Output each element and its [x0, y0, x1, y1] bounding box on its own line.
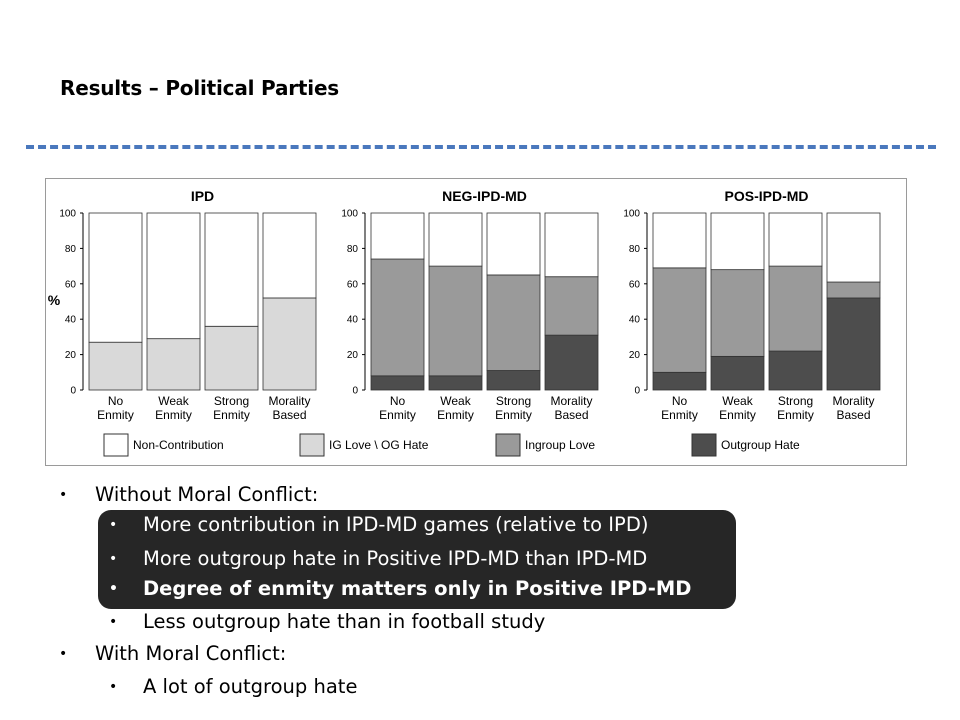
- x-tick-label: Enmity: [97, 408, 134, 422]
- x-tick-label: Strong: [496, 394, 531, 408]
- panel-title: IPD: [191, 188, 214, 204]
- bar-segment: [428, 375, 483, 391]
- x-tick-label: Morality: [832, 394, 874, 408]
- bar-segment: [370, 258, 425, 377]
- bar-segment: [428, 265, 483, 377]
- x-tick-label: Weak: [722, 394, 753, 408]
- x-tick-label: Strong: [214, 394, 249, 408]
- x-tick-label: Enmity: [719, 408, 756, 422]
- bar-segment: [768, 350, 823, 391]
- panel-title: NEG-IPD-MD: [442, 188, 527, 204]
- x-tick-label: Strong: [778, 394, 813, 408]
- y-tick-label: 40: [629, 315, 641, 326]
- x-tick-label: No: [672, 394, 688, 408]
- y-tick-label: 20: [65, 350, 77, 361]
- bar-segment: [826, 297, 881, 391]
- bar-segment: [370, 212, 425, 260]
- y-tick-label: 40: [65, 315, 77, 326]
- x-tick-label: Morality: [550, 394, 592, 408]
- x-tick-label: No: [108, 394, 124, 408]
- bar-segment: [544, 212, 599, 278]
- bar-segment: [768, 265, 823, 352]
- y-tick-label: 100: [341, 209, 358, 220]
- y-tick-label: 0: [70, 386, 76, 397]
- bar-segment: [544, 276, 599, 336]
- x-tick-label: Enmity: [495, 408, 532, 422]
- y-tick-label: 100: [623, 209, 640, 220]
- legend-swatch: [495, 433, 521, 457]
- legend-label: Non-Contribution: [133, 438, 224, 452]
- legend-swatch: [299, 433, 325, 457]
- dashed-divider: [26, 145, 936, 149]
- bar-segment: [652, 212, 707, 269]
- y-tick-label: 60: [347, 279, 359, 290]
- x-tick-label: Enmity: [213, 408, 250, 422]
- y-tick-label: 60: [65, 279, 77, 290]
- bar-segment: [486, 274, 541, 371]
- y-tick-label: 40: [347, 315, 359, 326]
- x-tick-label: Enmity: [661, 408, 698, 422]
- x-tick-label: Based: [272, 408, 306, 422]
- bar-segment: [370, 375, 425, 391]
- bar-segment: [204, 212, 259, 327]
- x-tick-label: Weak: [440, 394, 471, 408]
- bar-segment: [204, 325, 259, 391]
- bar-segment: [88, 341, 143, 391]
- bar-segment: [262, 297, 317, 391]
- bar-segment: [544, 334, 599, 391]
- bar-segment: [486, 212, 541, 276]
- x-tick-label: Based: [836, 408, 870, 422]
- bar-segment: [710, 212, 765, 271]
- bar-segment: [146, 338, 201, 391]
- bar-segment: [652, 267, 707, 373]
- bar-segment: [486, 370, 541, 391]
- y-axis-label: %: [48, 292, 61, 308]
- bar-segment: [428, 212, 483, 267]
- legend-swatch: [103, 433, 129, 457]
- legend-label: IG Love \ OG Hate: [329, 438, 429, 452]
- x-tick-label: Morality: [268, 394, 310, 408]
- bar-segment: [88, 212, 143, 343]
- y-tick-label: 80: [347, 244, 359, 255]
- y-tick-label: 80: [65, 244, 77, 255]
- bar-segment: [826, 212, 881, 283]
- x-tick-label: Enmity: [379, 408, 416, 422]
- slide-title: Results – Political Parties: [60, 76, 340, 100]
- y-tick-label: 60: [629, 279, 641, 290]
- y-tick-label: 0: [634, 386, 640, 397]
- x-tick-label: No: [390, 394, 406, 408]
- x-tick-label: Weak: [158, 394, 189, 408]
- bar-segment: [710, 355, 765, 391]
- bar-segment: [710, 269, 765, 357]
- panel-title: POS-IPD-MD: [725, 188, 809, 204]
- bar-segment: [768, 212, 823, 267]
- y-tick-label: 0: [352, 386, 358, 397]
- legend-swatch: [691, 433, 717, 457]
- y-tick-label: 20: [347, 350, 359, 361]
- y-tick-label: 100: [59, 209, 76, 220]
- x-tick-label: Enmity: [777, 408, 814, 422]
- x-tick-label: Based: [554, 408, 588, 422]
- legend-label: Ingroup Love: [525, 438, 595, 452]
- bar-segment: [652, 371, 707, 391]
- y-tick-label: 20: [629, 350, 641, 361]
- y-tick-label: 80: [629, 244, 641, 255]
- bar-segment: [262, 212, 317, 299]
- bar-segment: [146, 212, 201, 340]
- legend-label: Outgroup Hate: [721, 438, 800, 452]
- x-tick-label: Enmity: [437, 408, 474, 422]
- x-tick-label: Enmity: [155, 408, 192, 422]
- bar-segment: [826, 281, 881, 299]
